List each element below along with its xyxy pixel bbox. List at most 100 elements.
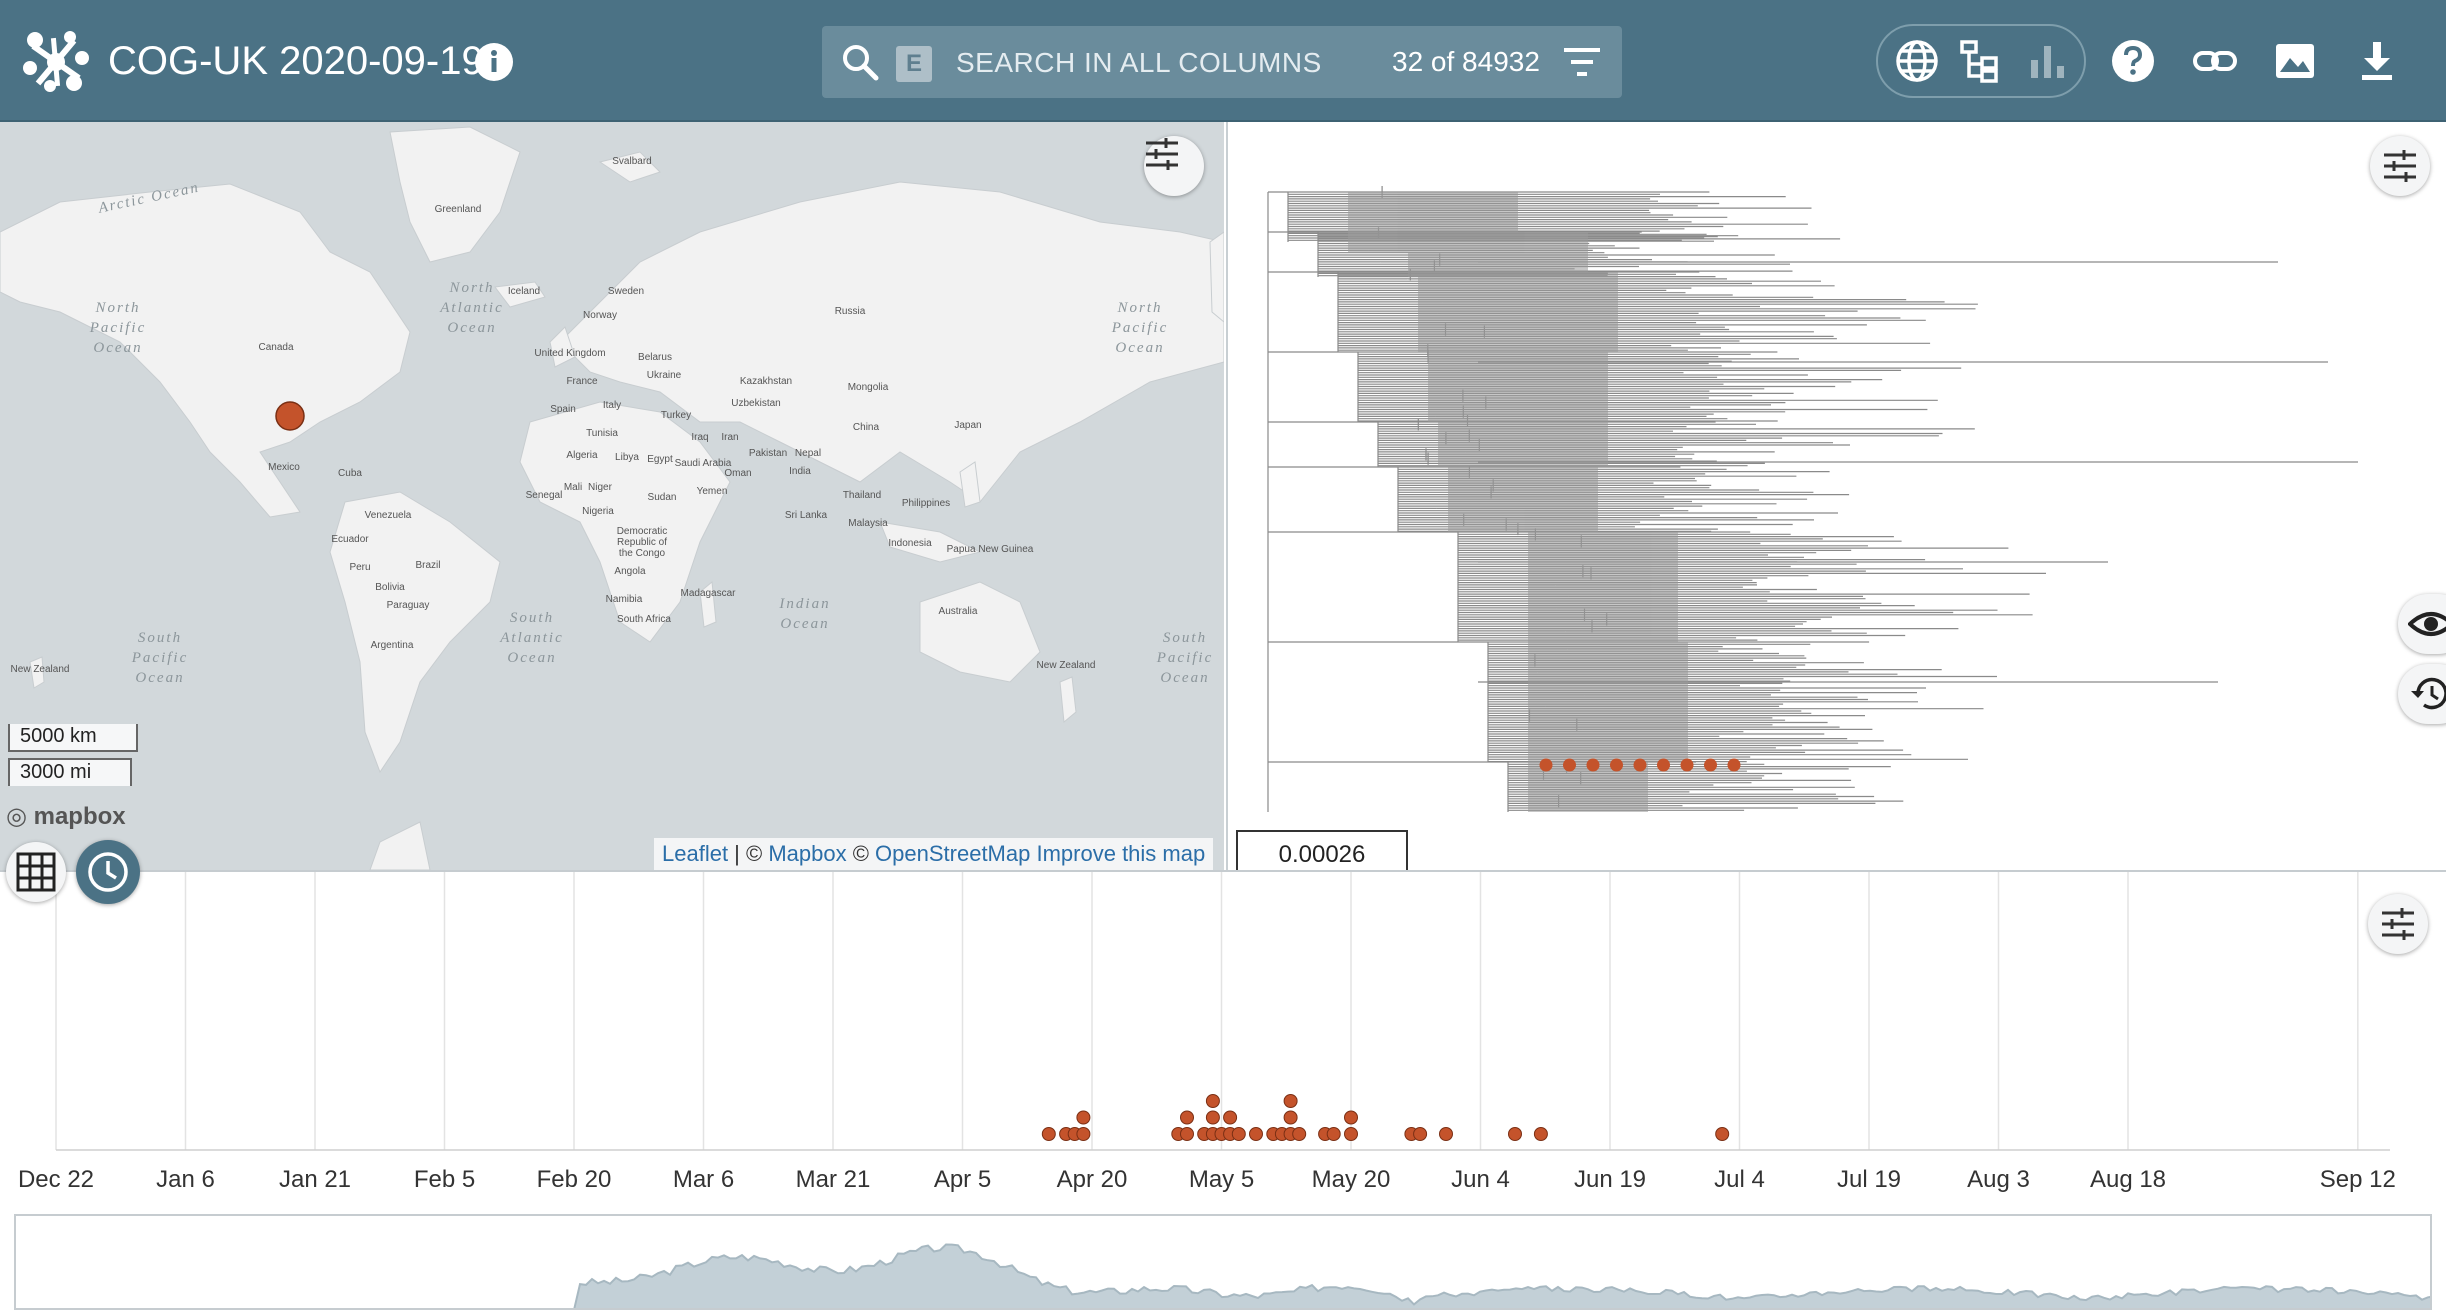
tree-highlighted-tips [1539, 758, 1741, 772]
filter-list-icon[interactable] [1562, 44, 1602, 80]
timeline-point[interactable] [1205, 1094, 1220, 1108]
country-label: Australia [939, 606, 978, 617]
timeline-point[interactable] [1344, 1110, 1358, 1125]
improve-map-link[interactable]: Improve this map [1036, 841, 1206, 866]
map-settings-button[interactable] [1144, 136, 1204, 196]
tree-tip-marker[interactable] [1704, 758, 1717, 772]
attribution-copy: © [846, 841, 876, 866]
country-label: Thailand [843, 490, 881, 501]
mapbox-logo-text: mapbox [33, 803, 126, 830]
map-scale-km: 5000 km [8, 724, 138, 752]
overview-density [573, 1243, 2430, 1308]
leaflet-link[interactable]: Leaflet [662, 841, 729, 866]
tree-tip-marker[interactable] [1657, 758, 1670, 772]
phylogenetic-tree[interactable] [1228, 122, 2446, 870]
info-icon[interactable] [474, 42, 514, 82]
tree-settings-button[interactable] [2370, 136, 2430, 196]
mapbox-link[interactable]: Mapbox [768, 841, 847, 866]
timeline-tick-label: May 20 [1311, 1166, 1391, 1193]
tree-tip-marker[interactable] [1633, 758, 1647, 772]
timeline-point[interactable] [1076, 1110, 1091, 1125]
timeline-point[interactable] [1041, 1127, 1056, 1141]
table-view-button[interactable] [6, 842, 66, 902]
download-icon[interactable] [2354, 38, 2400, 84]
timeline-point[interactable] [1180, 1110, 1194, 1125]
tree-tip-marker[interactable] [1727, 758, 1741, 772]
map-marker[interactable] [275, 401, 305, 431]
country-label: Indonesia [888, 538, 932, 549]
country-label: Brazil [415, 560, 440, 571]
link-icon[interactable] [2192, 38, 2238, 84]
help-icon[interactable] [2110, 38, 2156, 84]
timeline-tick-label: Jun 4 [1451, 1166, 1510, 1193]
timeline-chart[interactable] [0, 872, 2446, 1312]
country-label: France [566, 376, 598, 387]
country-label: Ecuador [331, 534, 369, 545]
clock-icon [88, 852, 128, 892]
country-label: Nepal [795, 448, 821, 459]
globe-icon[interactable] [1894, 38, 1940, 84]
exact-match-toggle[interactable]: E [896, 46, 932, 82]
visibility-button[interactable] [2398, 594, 2446, 654]
image-icon[interactable] [2272, 38, 2318, 84]
bar-chart-icon[interactable] [2024, 38, 2070, 84]
country-label: Turkey [661, 410, 691, 421]
country-label: Senegal [526, 490, 563, 501]
mapbox-logo[interactable]: ◎ mapbox [6, 803, 126, 830]
timeline-points[interactable] [1041, 1094, 1730, 1141]
timeline-point[interactable] [1533, 1127, 1548, 1141]
panel-divider[interactable] [0, 870, 2446, 872]
timeline-point[interactable] [1326, 1127, 1341, 1141]
timeline-point[interactable] [1076, 1127, 1091, 1141]
country-label: Mexico [268, 462, 300, 473]
timeline-point[interactable] [1205, 1110, 1220, 1125]
tree-tip-marker[interactable] [1563, 758, 1576, 772]
search-input[interactable] [954, 42, 1348, 84]
osm-link[interactable]: OpenStreetMap [875, 841, 1031, 866]
timeline-point[interactable] [1231, 1127, 1246, 1141]
search-icon[interactable] [840, 42, 880, 82]
country-label: Canada [258, 342, 293, 353]
timeline-point[interactable] [1223, 1110, 1238, 1125]
map-panel[interactable]: Arctic Ocean North Pacific Ocean North Atlant… [0, 122, 1224, 870]
timeline-point[interactable] [1283, 1094, 1298, 1108]
timeline-point[interactable] [1413, 1127, 1428, 1141]
history-button[interactable] [2398, 664, 2446, 724]
timeline-overview[interactable] [14, 1214, 2432, 1310]
match-count: 32 of 84932 [1392, 46, 1540, 77]
timeline-settings-button[interactable] [2368, 894, 2428, 954]
country-label: Papua New Guinea [947, 544, 1034, 555]
tree-tip-marker[interactable] [1680, 758, 1694, 772]
tree-icon[interactable] [1958, 38, 2004, 84]
timeline-point[interactable] [1180, 1127, 1194, 1141]
timeline-overview-chart[interactable] [16, 1216, 2432, 1310]
tree-panel[interactable] [1226, 122, 2446, 870]
country-label: Sweden [608, 286, 644, 297]
country-label: Namibia [606, 594, 643, 605]
timeline-point[interactable] [1715, 1127, 1730, 1141]
timeline-tick-label: Dec 22 [17, 1166, 95, 1193]
timeline-point[interactable] [1344, 1127, 1358, 1141]
tree-tip-marker[interactable] [1610, 758, 1623, 772]
tree-dense-clades [1348, 192, 1688, 812]
timeline-tick-label: Aug 3 [1967, 1166, 2030, 1193]
timeline-point[interactable] [1439, 1127, 1453, 1141]
country-label: Venezuela [365, 510, 412, 521]
timeline-view-button[interactable] [76, 840, 140, 904]
tree-tip-marker[interactable] [1539, 758, 1553, 772]
tree-scale-bar: 0.00026 [1236, 830, 1408, 870]
timeline-point[interactable] [1508, 1127, 1522, 1141]
timeline-point[interactable] [1249, 1127, 1263, 1141]
country-label: Yemen [697, 486, 728, 497]
country-label: Argentina [371, 640, 414, 651]
microreact-logo-icon[interactable] [22, 28, 90, 96]
timeline-point[interactable] [1292, 1127, 1307, 1141]
tree-tip-marker[interactable] [1586, 758, 1600, 772]
timeline-tick-label: Mar 21 [795, 1166, 871, 1193]
country-label: Uzbekistan [731, 398, 780, 409]
timeline-point[interactable] [1283, 1110, 1298, 1125]
country-label: Cuba [338, 468, 362, 479]
country-label: Egypt [647, 454, 673, 465]
country-label: Libya [615, 452, 639, 463]
